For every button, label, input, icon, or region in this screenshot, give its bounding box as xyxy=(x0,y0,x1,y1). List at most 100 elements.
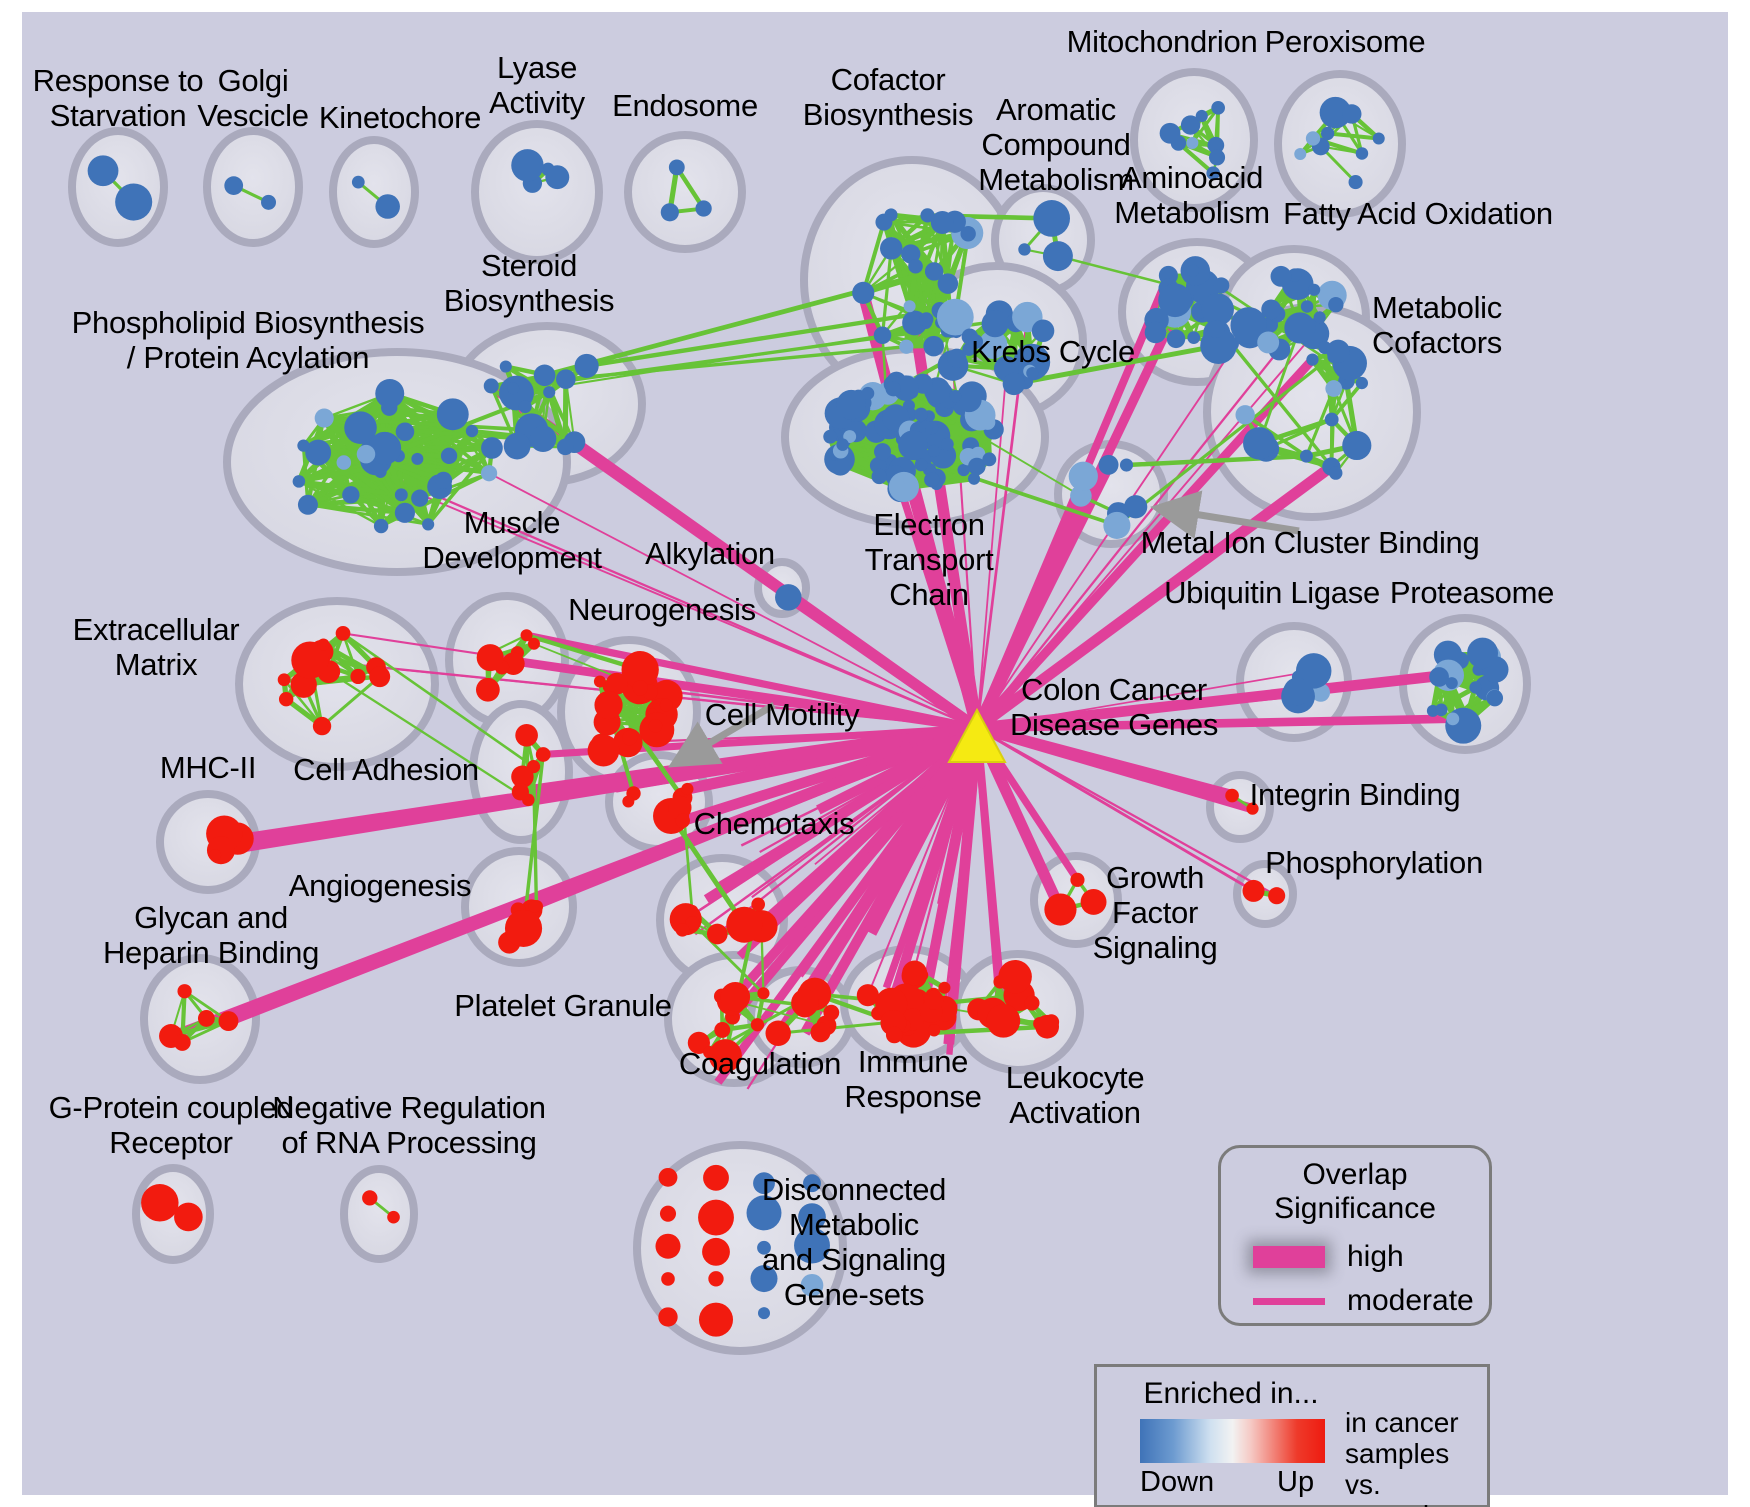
gene-set-node xyxy=(852,281,875,304)
gene-set-node xyxy=(503,432,531,460)
edge-pink-moderate xyxy=(603,727,978,752)
gene-set-node xyxy=(499,360,512,373)
gene-set-node xyxy=(888,471,920,503)
gene-set-node xyxy=(1306,353,1319,366)
annotation-arrows xyxy=(667,490,1300,768)
cluster-label-platelet-granule: Platelet Granule xyxy=(454,988,672,1023)
edge-pink-high xyxy=(973,462,1335,733)
gene-set-node xyxy=(476,677,500,702)
gene-set-node xyxy=(411,452,424,465)
gene-set-node xyxy=(369,666,391,688)
edge-green xyxy=(297,480,383,528)
gene-set-node xyxy=(695,200,712,217)
gene-set-node xyxy=(936,298,974,336)
edge-pink-high xyxy=(976,664,1496,734)
edge-green xyxy=(320,675,382,728)
gene-set-node xyxy=(675,923,690,937)
gene-set-node xyxy=(750,1018,765,1032)
edge-green xyxy=(861,220,886,295)
gene-set-node xyxy=(1324,412,1339,427)
cluster-label-immune-response: Immune Response xyxy=(844,1044,982,1114)
gene-set-node xyxy=(515,724,538,747)
cluster-label-electron-transport-chain: Electron Transport Chain xyxy=(864,507,994,612)
cluster-label-krebs-cycle: Krebs Cycle xyxy=(971,334,1135,369)
gene-set-node xyxy=(632,680,648,696)
gene-set-node xyxy=(902,960,928,986)
cluster-label-mhc-ii: MHC-II xyxy=(159,750,257,785)
gene-set-node xyxy=(1299,449,1313,463)
gene-set-node xyxy=(791,989,819,1017)
gene-set-node xyxy=(1270,265,1292,287)
gene-set-node xyxy=(1206,166,1221,181)
gene-set-node xyxy=(1235,405,1255,425)
cluster-halo xyxy=(235,597,439,771)
gene-set-node xyxy=(901,244,921,264)
gene-set-node xyxy=(387,1210,400,1224)
gene-set-node xyxy=(1186,264,1200,278)
legend-overlap-moderate-label: moderate xyxy=(1347,1284,1474,1317)
gene-set-node xyxy=(1326,339,1350,363)
gene-set-node xyxy=(1486,689,1504,707)
gene-set-node xyxy=(1261,299,1282,320)
cluster-label-alkylation: Alkylation xyxy=(645,536,775,571)
cluster-label-fatty-acid-oxidation: Fatty Acid Oxidation xyxy=(1283,196,1553,231)
legend-enrichment-title: Enriched in... xyxy=(1143,1377,1319,1410)
enrichment-note: in cancer samples vs. controls xyxy=(1345,1407,1459,1507)
gene-set-node xyxy=(543,386,556,399)
gene-set-node xyxy=(908,258,923,274)
edge-green-bridge xyxy=(531,764,539,909)
gene-set-node xyxy=(1180,115,1201,135)
cluster-label-lyase-activity: Lyase Activity xyxy=(489,50,585,120)
gene-set-node xyxy=(1200,327,1237,364)
gene-set-node xyxy=(1080,888,1107,915)
cluster-halo xyxy=(329,136,419,248)
gene-set-node xyxy=(1187,331,1201,344)
edge-green-bridge xyxy=(341,632,535,768)
gene-set-node xyxy=(336,455,352,470)
cluster-label-negative-regulation-rna-processing: Negative Regulation of RNA Processing xyxy=(272,1090,546,1160)
gene-set-node xyxy=(937,273,959,294)
gene-set-node xyxy=(141,1184,179,1222)
gene-set-node xyxy=(765,1020,791,1046)
gene-set-node xyxy=(507,382,520,395)
gene-set-node xyxy=(675,813,690,828)
gene-set-node xyxy=(1294,147,1307,161)
gene-set-node xyxy=(1342,430,1372,461)
legend-overlap-item-high: high xyxy=(1253,1240,1404,1274)
gene-set-node xyxy=(708,1039,742,1073)
legend-overlap-title: Overlap Significance xyxy=(1274,1158,1436,1225)
gene-set-node xyxy=(949,390,962,403)
edge-pink-high xyxy=(976,714,1466,733)
edge-pink-high xyxy=(973,727,1008,1022)
gene-set-node xyxy=(968,334,984,350)
gene-set-node xyxy=(593,675,606,688)
legend-overlap-high-label: high xyxy=(1347,1240,1404,1273)
gene-set-node xyxy=(411,489,429,507)
gene-set-node xyxy=(703,1164,729,1191)
gene-set-node xyxy=(297,494,318,515)
edge-pink-high xyxy=(765,727,980,919)
cluster-label-proteasome: Proteasome xyxy=(1389,575,1555,610)
gene-set-node xyxy=(1242,879,1265,902)
gene-set-node xyxy=(87,155,119,187)
gene-set-node xyxy=(1434,703,1448,717)
gene-set-node xyxy=(312,716,332,736)
gene-set-node xyxy=(535,747,551,762)
gene-set-node xyxy=(978,330,1008,359)
edge-pink-moderate xyxy=(976,348,1281,729)
edge-green-bridge xyxy=(668,813,747,928)
gene-set-node xyxy=(1246,802,1259,815)
gene-set-node xyxy=(375,194,400,219)
gene-set-node xyxy=(930,210,954,234)
enrichment-high-label: Up xyxy=(1277,1466,1315,1498)
legend-overlap-item-moderate: moderate xyxy=(1253,1284,1474,1318)
cluster-label-metabolic-cofactors: Metabolic Cofactors xyxy=(1372,290,1502,360)
gene-set-node xyxy=(528,900,542,913)
gene-set-node xyxy=(1026,367,1039,380)
gene-set-node xyxy=(622,795,635,808)
gene-set-node xyxy=(1372,132,1385,145)
gene-set-node xyxy=(668,795,692,820)
cluster-label-steroid-biosynthesis: Steroid Biosynthesis xyxy=(443,248,615,318)
cluster-halo xyxy=(1274,70,1406,218)
hub-node[interactable] xyxy=(947,707,1007,763)
